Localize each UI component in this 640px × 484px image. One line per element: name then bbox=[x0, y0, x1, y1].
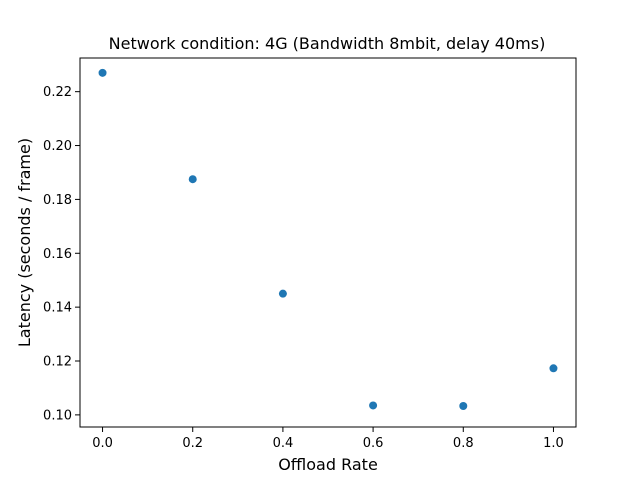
x-axis-ticks: 0.0 0.2 0.4 0.6 0.8 1.0 bbox=[92, 427, 564, 451]
data-point bbox=[188, 175, 197, 184]
data-points bbox=[98, 68, 558, 410]
plot-area-frame bbox=[79, 57, 577, 428]
y-axis-label: Latency (seconds / frame) bbox=[15, 138, 34, 347]
y-tick-label: 0.10 bbox=[43, 408, 72, 423]
x-axis-label: Offload Rate bbox=[278, 455, 378, 474]
y-axis-ticks: 0.10 0.12 0.14 0.16 0.18 0.20 0.22 bbox=[43, 85, 80, 423]
y-tick-label: 0.16 bbox=[43, 247, 72, 262]
y-tick-label: 0.12 bbox=[43, 355, 72, 370]
data-point bbox=[549, 364, 558, 373]
y-tick-label: 0.20 bbox=[43, 139, 72, 154]
x-tick-label: 1.0 bbox=[543, 436, 564, 451]
chart-title: Network condition: 4G (Bandwidth 8mbit, … bbox=[109, 34, 546, 53]
x-tick-label: 0.4 bbox=[273, 436, 294, 451]
y-tick-label: 0.18 bbox=[43, 193, 72, 208]
y-tick-label: 0.14 bbox=[43, 301, 72, 316]
y-tick-label: 0.22 bbox=[43, 85, 72, 100]
data-point bbox=[98, 68, 107, 77]
x-tick-label: 0.8 bbox=[453, 436, 474, 451]
data-point bbox=[459, 401, 468, 410]
x-tick-label: 0.6 bbox=[363, 436, 384, 451]
x-tick-label: 0.2 bbox=[182, 436, 203, 451]
data-point bbox=[278, 289, 287, 298]
x-tick-label: 0.0 bbox=[92, 436, 113, 451]
data-point bbox=[369, 401, 378, 410]
